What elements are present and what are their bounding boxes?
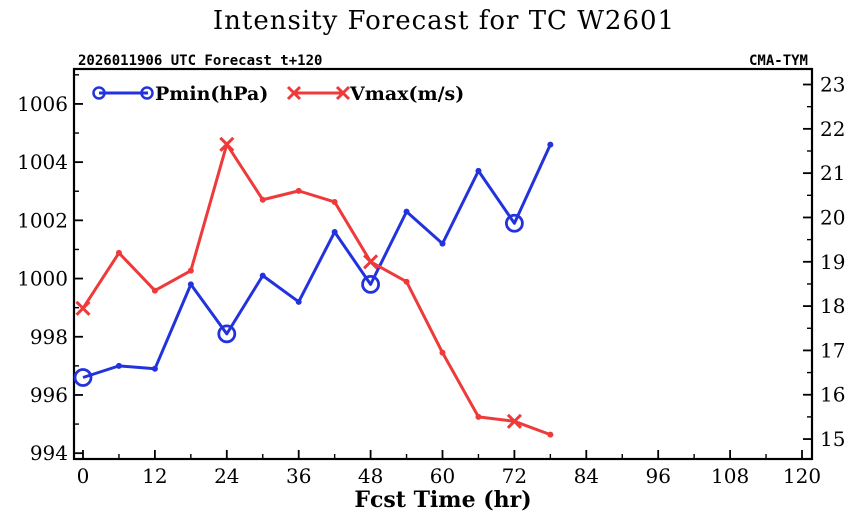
pmin-point [547, 141, 554, 148]
x-tick-label: 96 [645, 464, 670, 488]
chart-subtitle-left: 2026011906 UTC Forecast t+120 [78, 53, 322, 69]
pmin-point [259, 272, 266, 279]
y-right-tick-label: 22 [820, 117, 845, 141]
vmax-marker [506, 413, 522, 429]
pmin-marker [73, 368, 93, 387]
vmax-point [295, 187, 302, 194]
x-tick-label: 60 [430, 464, 455, 488]
vmax-point [115, 249, 122, 256]
legend-pmin-marker-left [92, 86, 106, 100]
pmin-marker [217, 324, 237, 344]
legend-vmax-marker-left [286, 85, 302, 101]
y-left-tick-label: 994 [30, 441, 68, 465]
pmin-point [187, 281, 194, 288]
vmax-marker [219, 136, 235, 152]
vmax-point [439, 349, 446, 356]
pmin-series-line [82, 144, 552, 379]
y-right-tick-label: 15 [820, 427, 845, 451]
vmax-point [547, 431, 554, 438]
y-left-tick-label: 998 [30, 325, 68, 349]
y-right-tick-label: 18 [820, 294, 845, 318]
y-right-tick-label: 17 [820, 338, 845, 362]
legend: Pmin(hPa) Vmax(m/s) [92, 83, 464, 105]
vmax-point [151, 287, 158, 294]
y-left-tick-label: 1002 [17, 208, 68, 232]
y-left-tick-label: 996 [30, 383, 68, 407]
x-tick-label: 48 [358, 464, 383, 488]
x-axis-label: Fcst Time (hr) [354, 487, 531, 513]
x-tick-label: 0 [77, 464, 90, 488]
vmax-series-line [81, 142, 551, 437]
pmin-point [403, 208, 410, 215]
y-right-tick-label: 23 [820, 73, 845, 97]
chart-subtitle-right: CMA-TYM [749, 53, 808, 69]
x-tick-label: 36 [286, 464, 311, 488]
pmin-point [439, 240, 446, 247]
x-tick-label: 108 [711, 464, 749, 488]
pmin-point [331, 228, 338, 235]
legend-vmax-label: Vmax(m/s) [349, 83, 464, 105]
pmin-point [151, 365, 158, 372]
y-right-tick-label: 20 [820, 205, 845, 229]
plot-frame [72, 67, 814, 461]
chart-title: Intensity Forecast for TC W2601 [213, 6, 675, 36]
y-right-tick-label: 16 [820, 383, 845, 407]
x-tick-label: 12 [142, 464, 167, 488]
pmin-point [115, 362, 122, 369]
vmax-marker [363, 254, 379, 270]
x-tick-label: 120 [783, 464, 821, 488]
legend-pmin-marker-right [140, 86, 154, 100]
vmax-point [187, 267, 194, 274]
y-right-tick-label: 19 [820, 250, 845, 274]
vmax-point [403, 278, 410, 285]
y-left-tick-label: 1000 [17, 267, 68, 291]
pmin-point [475, 167, 482, 174]
y-left-tick-label: 1006 [17, 92, 68, 116]
vmax-marker [75, 300, 91, 316]
pmin-point [295, 298, 302, 305]
x-tick-label: 24 [214, 464, 239, 488]
y-right-tick-label: 21 [820, 161, 845, 185]
pmin-marker [505, 213, 524, 233]
pmin-marker [361, 274, 381, 294]
legend-pmin-label: Pmin(hPa) [155, 83, 268, 105]
legend-vmax-marker-right [335, 85, 351, 101]
vmax-point [475, 413, 482, 420]
y-left-tick-label: 1004 [17, 150, 68, 174]
x-tick-label: 72 [502, 464, 527, 488]
x-tick-label: 84 [574, 464, 599, 488]
vmax-point [259, 196, 266, 203]
vmax-point [331, 198, 338, 205]
